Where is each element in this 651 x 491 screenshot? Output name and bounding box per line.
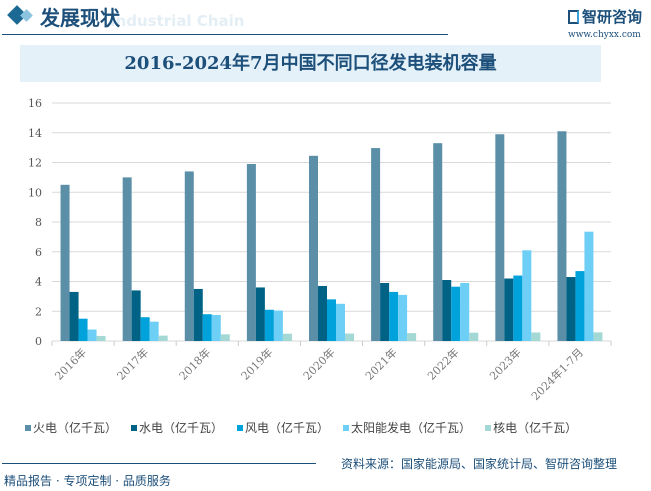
legend-label: 核电（亿千瓦） bbox=[493, 421, 578, 435]
bar-3-5 bbox=[398, 294, 408, 341]
footer-slogan: 精品报告 · 专项定制 · 品质服务 bbox=[4, 474, 171, 488]
bar-1-7 bbox=[504, 278, 514, 341]
x-tick-label: 2021年 bbox=[362, 345, 399, 382]
bar-2-0 bbox=[78, 318, 88, 341]
bar-2-6 bbox=[451, 286, 461, 341]
bar-1-4 bbox=[318, 285, 327, 341]
logo-icon bbox=[568, 10, 579, 24]
bar-4-3 bbox=[282, 333, 292, 341]
bar-2-4 bbox=[327, 299, 336, 341]
x-tick-label: 2022年 bbox=[424, 345, 461, 382]
x-tick-label: 2019年 bbox=[238, 345, 275, 382]
bar-4-8 bbox=[593, 332, 603, 341]
legend-label: 风电（亿千瓦） bbox=[245, 421, 330, 435]
bar-4-7 bbox=[531, 332, 541, 341]
y-tick-label: 4 bbox=[35, 276, 42, 289]
x-tick-label: 2023年 bbox=[486, 345, 523, 382]
bar-1-6 bbox=[442, 280, 452, 341]
legend-item: 太阳能发电（亿千瓦） bbox=[343, 419, 471, 436]
bar-4-6 bbox=[469, 332, 479, 341]
bar-3-6 bbox=[460, 282, 470, 341]
legend-swatch bbox=[237, 425, 244, 431]
legend-item: 风电（亿千瓦） bbox=[237, 419, 329, 436]
y-tick-label: 6 bbox=[35, 246, 42, 259]
bar-1-2 bbox=[193, 288, 203, 341]
brand-logo: 智研咨询 bbox=[568, 6, 642, 27]
bar-0-5 bbox=[371, 148, 381, 341]
y-tick-label: 16 bbox=[28, 97, 42, 110]
brand-url: www.chyxx.com bbox=[568, 30, 641, 40]
bar-0-6 bbox=[433, 143, 443, 341]
bar-4-5 bbox=[407, 333, 417, 341]
bar-3-3 bbox=[273, 310, 283, 341]
bar-3-1 bbox=[149, 321, 159, 341]
bar-4-0 bbox=[96, 335, 106, 341]
x-tick-label: 2018年 bbox=[176, 345, 213, 382]
bar-3-7 bbox=[522, 250, 532, 341]
bar-2-7 bbox=[513, 275, 523, 341]
bar-1-5 bbox=[380, 282, 390, 341]
chart-legend: 火电（亿千瓦） 水电（亿千瓦） 风电（亿千瓦） 太阳能发电（亿千瓦） 核电（亿千瓦） bbox=[25, 419, 577, 436]
bar-3-8 bbox=[584, 231, 594, 341]
bar-2-3 bbox=[264, 309, 274, 341]
y-tick-label: 14 bbox=[28, 127, 42, 140]
bar-0-0 bbox=[60, 184, 70, 341]
legend-label: 水电（亿千瓦） bbox=[139, 421, 224, 435]
data-source: 资料来源：国家能源局、国家统计局、智研咨询整理 bbox=[341, 457, 618, 471]
bar-2-2 bbox=[202, 314, 212, 341]
bar-4-1 bbox=[158, 335, 168, 341]
bar-0-1 bbox=[122, 177, 132, 341]
bar-0-3 bbox=[246, 163, 256, 341]
bar-3-0 bbox=[87, 329, 97, 341]
legend-swatch bbox=[25, 425, 31, 431]
bar-3-2 bbox=[211, 314, 221, 341]
y-tick-label: 8 bbox=[35, 216, 42, 229]
logo-text: 智研咨询 bbox=[582, 8, 643, 26]
bar-0-4 bbox=[309, 155, 318, 341]
bar-0-2 bbox=[184, 171, 194, 341]
x-tick-label: 2020年 bbox=[300, 345, 337, 382]
footer-divider bbox=[2, 463, 316, 464]
y-tick-label: 10 bbox=[28, 186, 42, 199]
y-tick-label: 2 bbox=[35, 305, 42, 318]
header-title: 发展现状 bbox=[40, 6, 120, 30]
legend-item: 水电（亿千瓦） bbox=[131, 419, 223, 436]
bar-1-0 bbox=[69, 291, 79, 341]
legend-swatch bbox=[485, 425, 492, 431]
bar-chart: 0 2 4 6 8 10 12 14 16 2016年 2017年 2018年 2019年 2020年 20… bbox=[28, 97, 612, 403]
legend-item: 核电（亿千瓦） bbox=[485, 419, 577, 436]
chart-title: 2016-2024年7月中国不同口径发电装机容量 bbox=[20, 45, 601, 82]
x-tick-label: 2024年1-7月 bbox=[528, 345, 586, 403]
y-tick-label: 0 bbox=[35, 335, 42, 348]
legend-item: 火电（亿千瓦） bbox=[25, 419, 117, 436]
legend-label: 火电（亿千瓦） bbox=[33, 421, 118, 435]
bar-3-4 bbox=[336, 303, 345, 341]
legend-label: 太阳能发电（亿千瓦） bbox=[351, 421, 472, 435]
legend-swatch bbox=[131, 425, 138, 431]
bar-1-3 bbox=[255, 287, 265, 341]
bar-2-8 bbox=[575, 271, 585, 341]
bar-0-8 bbox=[557, 131, 567, 341]
x-tick-label: 2016年 bbox=[52, 345, 89, 382]
header-divider bbox=[2, 34, 448, 35]
bar-1-1 bbox=[131, 290, 141, 341]
bar-4-2 bbox=[220, 334, 230, 341]
x-tick-label: 2017年 bbox=[114, 345, 151, 382]
bar-0-7 bbox=[495, 134, 505, 341]
legend-swatch bbox=[343, 425, 350, 431]
bar-4-4 bbox=[345, 333, 354, 341]
y-tick-label: 12 bbox=[28, 157, 42, 170]
bar-2-1 bbox=[140, 317, 150, 341]
bar-2-5 bbox=[389, 291, 399, 341]
bar-1-8 bbox=[566, 277, 576, 341]
